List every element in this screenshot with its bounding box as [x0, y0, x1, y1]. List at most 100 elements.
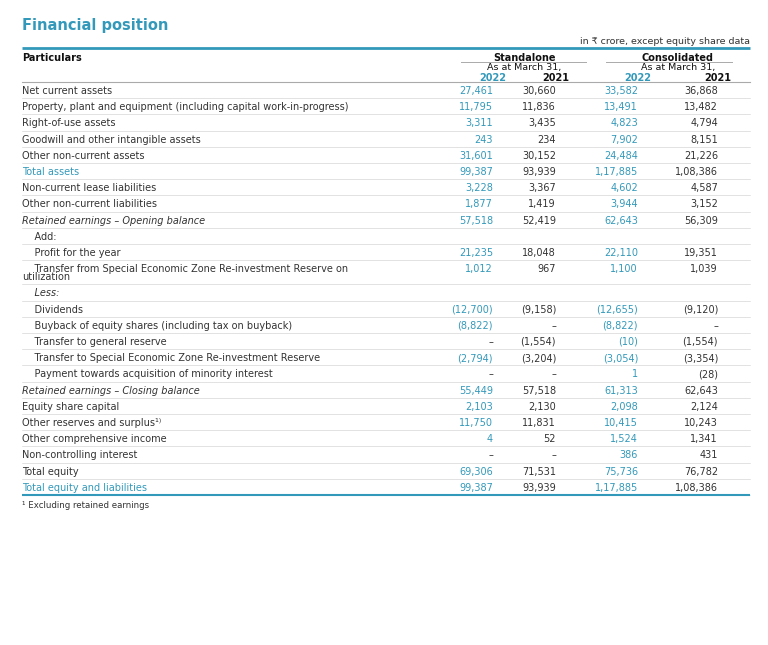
- Text: 75,736: 75,736: [604, 466, 638, 477]
- Text: 1,08,386: 1,08,386: [675, 167, 718, 177]
- Text: 1,341: 1,341: [690, 434, 718, 444]
- Text: ¹ Excluding retained earnings: ¹ Excluding retained earnings: [22, 501, 149, 510]
- Text: –: –: [488, 337, 493, 347]
- Text: 1,17,885: 1,17,885: [594, 167, 638, 177]
- Text: 1,100: 1,100: [611, 264, 638, 274]
- Text: 431: 431: [700, 450, 718, 461]
- Text: Other non-current liabilities: Other non-current liabilities: [22, 199, 157, 210]
- Text: Retained earnings – Closing balance: Retained earnings – Closing balance: [22, 386, 200, 395]
- Text: As at March 31,: As at March 31,: [488, 63, 561, 72]
- Text: 52: 52: [544, 434, 556, 444]
- Text: (1,554): (1,554): [683, 337, 718, 347]
- Text: Property, plant and equipment (including capital work-in-progress): Property, plant and equipment (including…: [22, 102, 349, 112]
- Text: Non-controlling interest: Non-controlling interest: [22, 450, 137, 461]
- Text: –: –: [551, 370, 556, 379]
- Text: Goodwill and other intangible assets: Goodwill and other intangible assets: [22, 135, 200, 144]
- Text: 1,877: 1,877: [465, 199, 493, 210]
- Text: utilization: utilization: [22, 272, 70, 283]
- Text: –: –: [713, 321, 718, 331]
- Text: Other non-current assets: Other non-current assets: [22, 151, 144, 161]
- Text: Add:: Add:: [22, 232, 57, 242]
- Text: Total equity: Total equity: [22, 466, 78, 477]
- Text: 21,226: 21,226: [684, 151, 718, 161]
- Text: 69,306: 69,306: [459, 466, 493, 477]
- Text: 11,750: 11,750: [459, 418, 493, 428]
- Text: (9,158): (9,158): [521, 304, 556, 315]
- Text: (2,794): (2,794): [458, 353, 493, 363]
- Text: Total assets: Total assets: [22, 167, 79, 177]
- Text: (1,554): (1,554): [521, 337, 556, 347]
- Text: 30,660: 30,660: [522, 86, 556, 96]
- Text: 2,103: 2,103: [465, 402, 493, 412]
- Text: 4,587: 4,587: [690, 183, 718, 194]
- Text: 1,012: 1,012: [465, 264, 493, 274]
- Text: 22,110: 22,110: [604, 248, 638, 258]
- Text: 13,482: 13,482: [684, 102, 718, 112]
- Text: (3,204): (3,204): [521, 353, 556, 363]
- Text: 243: 243: [475, 135, 493, 144]
- Text: Other comprehensive income: Other comprehensive income: [22, 434, 167, 444]
- Text: 2,098: 2,098: [611, 402, 638, 412]
- Text: 21,235: 21,235: [458, 248, 493, 258]
- Text: 8,151: 8,151: [690, 135, 718, 144]
- Text: 27,461: 27,461: [459, 86, 493, 96]
- Text: (8,822): (8,822): [603, 321, 638, 331]
- Text: –: –: [551, 450, 556, 461]
- Text: 2,130: 2,130: [528, 402, 556, 412]
- Text: 71,531: 71,531: [522, 466, 556, 477]
- Text: 33,582: 33,582: [604, 86, 638, 96]
- Text: Equity share capital: Equity share capital: [22, 402, 119, 412]
- Text: Transfer to Special Economic Zone Re-investment Reserve: Transfer to Special Economic Zone Re-inv…: [22, 353, 320, 363]
- Text: 3,228: 3,228: [465, 183, 493, 194]
- Text: 11,795: 11,795: [459, 102, 493, 112]
- Text: 1: 1: [632, 370, 638, 379]
- Text: Other reserves and surplus¹⁾: Other reserves and surplus¹⁾: [22, 418, 161, 428]
- Text: Right-of-use assets: Right-of-use assets: [22, 119, 115, 128]
- Text: 3,435: 3,435: [528, 119, 556, 128]
- Text: –: –: [488, 370, 493, 379]
- Text: Non-current lease liabilities: Non-current lease liabilities: [22, 183, 156, 194]
- Text: in ₹ crore, except equity share data: in ₹ crore, except equity share data: [580, 37, 750, 46]
- Text: 62,643: 62,643: [604, 215, 638, 226]
- Text: 1,524: 1,524: [610, 434, 638, 444]
- Text: 1,17,885: 1,17,885: [594, 483, 638, 493]
- Text: 4: 4: [487, 434, 493, 444]
- Text: 7,902: 7,902: [610, 135, 638, 144]
- Text: (8,822): (8,822): [458, 321, 493, 331]
- Text: 24,484: 24,484: [604, 151, 638, 161]
- Text: 76,782: 76,782: [684, 466, 718, 477]
- Text: Total equity and liabilities: Total equity and liabilities: [22, 483, 147, 493]
- Text: 99,387: 99,387: [459, 167, 493, 177]
- Text: (12,700): (12,700): [452, 304, 493, 315]
- Text: Dividends: Dividends: [22, 304, 83, 315]
- Text: (28): (28): [698, 370, 718, 379]
- Text: Financial position: Financial position: [22, 18, 168, 33]
- Text: 61,313: 61,313: [604, 386, 638, 395]
- Text: 2022: 2022: [624, 73, 651, 83]
- Text: 99,387: 99,387: [459, 483, 493, 493]
- Text: Payment towards acquisition of minority interest: Payment towards acquisition of minority …: [22, 370, 273, 379]
- Text: 1,08,386: 1,08,386: [675, 483, 718, 493]
- Text: 19,351: 19,351: [684, 248, 718, 258]
- Text: Transfer to general reserve: Transfer to general reserve: [22, 337, 167, 347]
- Text: 56,309: 56,309: [684, 215, 718, 226]
- Text: 10,415: 10,415: [604, 418, 638, 428]
- Text: 4,794: 4,794: [690, 119, 718, 128]
- Text: 31,601: 31,601: [459, 151, 493, 161]
- Text: (10): (10): [618, 337, 638, 347]
- Text: 234: 234: [538, 135, 556, 144]
- Text: 3,311: 3,311: [465, 119, 493, 128]
- Text: –: –: [551, 321, 556, 331]
- Text: Profit for the year: Profit for the year: [22, 248, 121, 258]
- Text: Buyback of equity shares (including tax on buyback): Buyback of equity shares (including tax …: [22, 321, 292, 331]
- Text: 3,152: 3,152: [690, 199, 718, 210]
- Text: (3,054): (3,054): [603, 353, 638, 363]
- Text: Standalone: Standalone: [493, 53, 556, 63]
- Text: Transfer from Special Economic Zone Re-investment Reserve on: Transfer from Special Economic Zone Re-i…: [22, 264, 348, 274]
- Text: (3,354): (3,354): [683, 353, 718, 363]
- Text: 93,939: 93,939: [522, 167, 556, 177]
- Text: 52,419: 52,419: [522, 215, 556, 226]
- Text: 967: 967: [538, 264, 556, 274]
- Text: (12,655): (12,655): [596, 304, 638, 315]
- Text: 11,836: 11,836: [522, 102, 556, 112]
